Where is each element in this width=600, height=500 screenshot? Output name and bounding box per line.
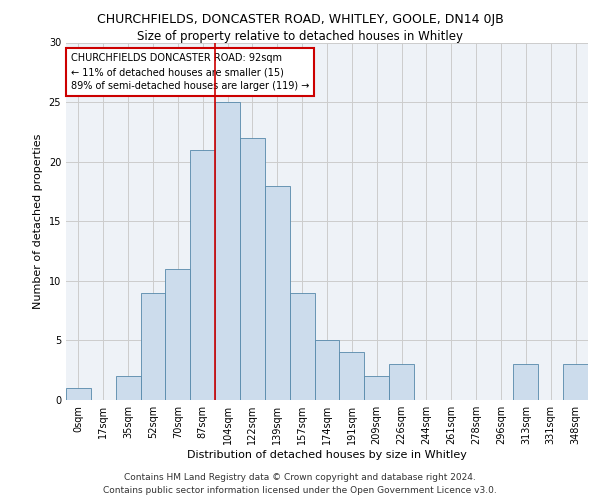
Bar — [340, 352, 364, 400]
Bar — [364, 376, 389, 400]
Bar — [66, 388, 91, 400]
Text: Contains HM Land Registry data © Crown copyright and database right 2024.
Contai: Contains HM Land Registry data © Crown c… — [103, 474, 497, 495]
Bar — [190, 150, 215, 400]
Bar — [116, 376, 140, 400]
Bar — [166, 269, 190, 400]
Bar — [290, 293, 314, 400]
Bar — [265, 186, 290, 400]
Bar — [514, 364, 538, 400]
Y-axis label: Number of detached properties: Number of detached properties — [33, 134, 43, 309]
Bar — [389, 364, 414, 400]
Text: CHURCHFIELDS, DONCASTER ROAD, WHITLEY, GOOLE, DN14 0JB: CHURCHFIELDS, DONCASTER ROAD, WHITLEY, G… — [97, 12, 503, 26]
Text: Size of property relative to detached houses in Whitley: Size of property relative to detached ho… — [137, 30, 463, 43]
Bar — [563, 364, 588, 400]
Bar — [140, 293, 166, 400]
X-axis label: Distribution of detached houses by size in Whitley: Distribution of detached houses by size … — [187, 450, 467, 460]
Bar — [215, 102, 240, 400]
Bar — [240, 138, 265, 400]
Bar — [314, 340, 340, 400]
Text: CHURCHFIELDS DONCASTER ROAD: 92sqm
← 11% of detached houses are smaller (15)
89%: CHURCHFIELDS DONCASTER ROAD: 92sqm ← 11%… — [71, 53, 310, 91]
